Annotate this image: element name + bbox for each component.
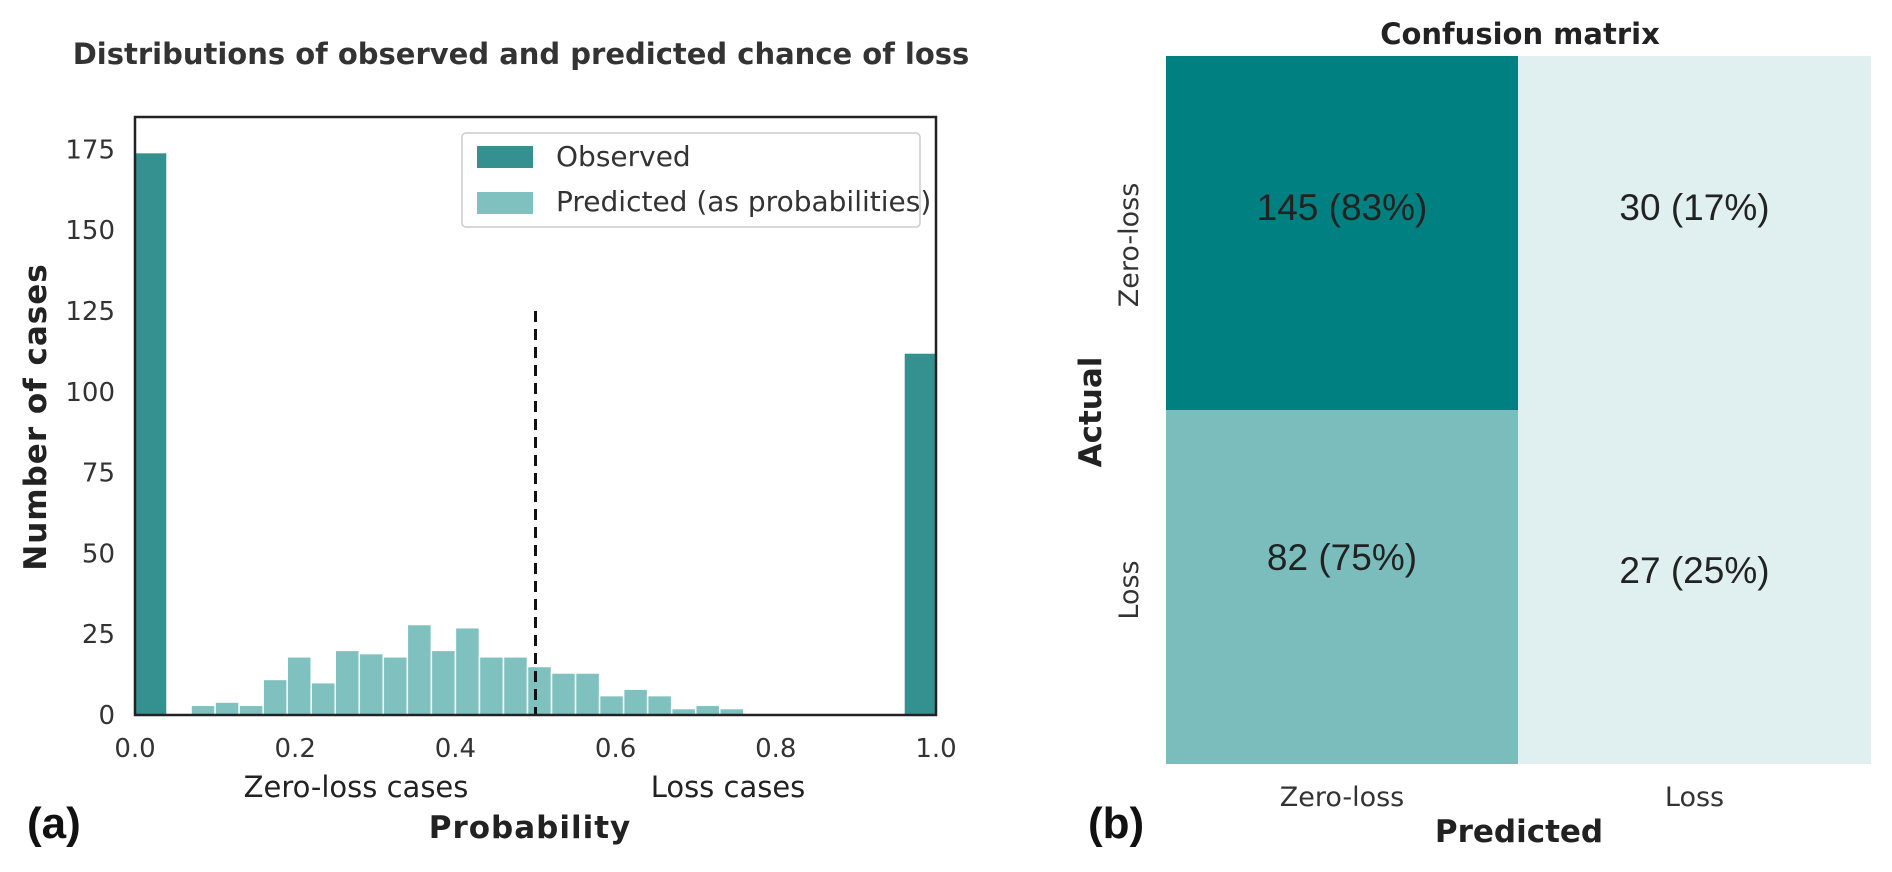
predicted-bar-8 [382, 656, 409, 716]
x-tick-label-4: 0.8 [755, 734, 796, 764]
y-tick-label-1: 25 [82, 620, 115, 650]
legend-label-observed: Observed [556, 140, 691, 173]
predicted-bar-19 [646, 694, 673, 716]
predicted-bar-16 [574, 672, 601, 716]
y-tick-label-6: 150 [65, 216, 115, 246]
predicted-bar-2 [238, 704, 264, 716]
legend-swatch-predicted [477, 192, 533, 214]
panel-label-a: (a) [27, 799, 81, 848]
panel-label-b: (b) [1088, 799, 1144, 848]
cm-cell-1-1 [1518, 410, 1871, 764]
predicted-bar-0 [190, 704, 216, 716]
cm-x-tick-1: Loss [1665, 782, 1724, 813]
predicted-bar-4 [286, 656, 312, 716]
confusion-matrix-title: Confusion matrix [1380, 17, 1660, 51]
y-tick-label-2: 50 [82, 539, 115, 569]
predicted-bar-13 [502, 656, 529, 716]
x-tick-label-5: 1.0 [915, 734, 956, 764]
histogram-panel: Distributions of observed and predicted … [18, 37, 969, 848]
x-tick-label-1: 0.2 [275, 734, 316, 764]
predicted-bar-10 [430, 649, 457, 716]
predicted-bar-12 [478, 656, 505, 716]
cm-cell-label-1-1: 27 (25%) [1619, 550, 1769, 591]
histogram-bars [134, 151, 937, 716]
histogram-title: Distributions of observed and predicted … [73, 37, 970, 71]
cm-cell-label-0-1: 30 (17%) [1619, 187, 1769, 228]
predicted-bar-7 [358, 652, 385, 716]
legend-swatch-observed [477, 146, 533, 168]
predicted-bar-6 [334, 649, 361, 716]
predicted-bar-15 [550, 672, 577, 716]
cm-cell-label-0-0: 145 (83%) [1257, 187, 1428, 228]
cm-x-tick-0: Zero-loss [1280, 782, 1405, 813]
predicted-bar-5 [310, 681, 337, 716]
y-tick-label-0: 0 [98, 701, 115, 731]
x-tick-label-2: 0.4 [435, 734, 476, 764]
cm-cell-0-0 [1166, 56, 1518, 410]
x-tick-label-3: 0.6 [595, 734, 636, 764]
predicted-bar-11 [454, 626, 481, 716]
y-tick-label-7: 175 [65, 135, 115, 165]
histogram-frame [133, 115, 938, 717]
predicted-bar-14 [526, 665, 553, 716]
cm-cell-1-0 [1166, 410, 1518, 764]
y-tick-label-5: 125 [65, 297, 115, 327]
y-tick-label-4: 100 [65, 378, 115, 408]
observed-bar-0 [134, 151, 168, 716]
cm-y-tick-labels: Zero-loss Loss [1114, 183, 1145, 620]
x-tick-labels: 0.0 0.2 0.4 0.6 0.8 1.0 [114, 734, 956, 764]
zero-loss-cases-label: Zero-loss cases [244, 770, 469, 804]
legend-box [461, 132, 921, 228]
y-tick-labels: 0 25 50 75 100 125 150 175 [65, 135, 115, 731]
cm-x-axis-label: Predicted [1435, 814, 1603, 850]
predicted-bar-21 [694, 704, 721, 716]
cm-cell-label-1-0: 82 (75%) [1267, 537, 1417, 578]
y-tick-label-3: 75 [82, 459, 115, 489]
cm-x-tick-labels: Zero-loss Loss [1280, 782, 1724, 813]
predicted-bar-3 [262, 678, 288, 716]
x-tick-label-0: 0.0 [114, 734, 155, 764]
legend: Observed Predicted (as probabilities) [461, 132, 931, 228]
observed-bar-1 [903, 352, 937, 716]
confusion-matrix-panel: Confusion matrix 145 (83%) 30 (17%) 82 (75… [1073, 17, 1871, 850]
cm-y-tick-0: Zero-loss [1114, 183, 1145, 308]
predicted-bar-17 [598, 694, 625, 716]
predicted-bar-18 [622, 688, 649, 716]
y-axis-label: Number of cases [18, 263, 54, 570]
cm-y-axis-label: Actual [1073, 357, 1109, 468]
cm-cell-0-1 [1518, 56, 1871, 410]
confusion-matrix-cells: 145 (83%) 30 (17%) 82 (75%) 27 (25%) [1166, 56, 1871, 764]
loss-cases-label: Loss cases [651, 770, 806, 804]
predicted-bar-1 [214, 701, 240, 716]
cm-y-tick-1: Loss [1114, 560, 1145, 619]
legend-label-predicted: Predicted (as probabilities) [556, 185, 931, 218]
predicted-bar-9 [406, 623, 433, 716]
x-axis-label: Probability [429, 810, 632, 846]
